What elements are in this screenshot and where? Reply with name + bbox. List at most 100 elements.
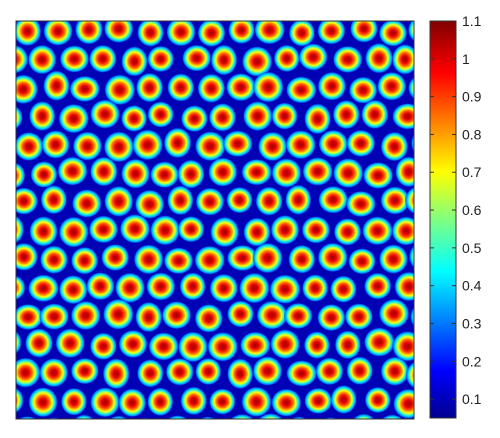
heatmap-spot: [269, 329, 301, 360]
heatmap-spot: [118, 388, 147, 418]
heatmap-spot: [39, 245, 69, 275]
heatmap-spot: [271, 158, 302, 188]
heatmap-spot: [252, 242, 283, 274]
heatmap-spot: [70, 246, 99, 275]
heatmap-spot: [348, 76, 378, 104]
heatmap-spot: [317, 21, 346, 45]
heatmap-spot: [149, 161, 180, 189]
heatmap-spot: [301, 274, 329, 303]
heatmap-spot: [360, 99, 389, 130]
colorbar-tick-label: 1.1: [462, 13, 482, 29]
heatmap-spot: [163, 127, 192, 159]
heatmap-spot: [58, 274, 88, 305]
heatmap-spot: [167, 73, 195, 102]
heatmap-spot: [344, 303, 374, 331]
heatmap-spot: [24, 328, 54, 358]
colorbar-tick-label: 0.4: [462, 278, 482, 294]
heatmap-spot: [39, 303, 70, 331]
heatmap-spot: [0, 72, 8, 101]
heatmap-spot: [362, 161, 394, 190]
heatmap-spot: [102, 298, 134, 330]
heatmap-spot: [163, 247, 194, 275]
colorbar-tick-label: 0.5: [462, 240, 482, 256]
heatmap-spot: [16, 357, 41, 388]
heatmap-spot: [194, 303, 224, 333]
heatmap-spot: [135, 301, 163, 333]
heatmap-spot: [407, 76, 414, 100]
heatmap-spot: [329, 275, 357, 304]
heatmap-spot: [194, 131, 226, 162]
heatmap-spot: [16, 44, 29, 74]
heatmap-spot: [177, 215, 205, 243]
heatmap-spot: [392, 330, 414, 362]
heatmap-spot: [195, 357, 222, 386]
heatmap-spot: [179, 272, 207, 301]
heatmap-spot: [16, 275, 26, 301]
heatmap-spot: [226, 244, 258, 272]
heatmap-spot: [86, 271, 115, 301]
heatmap-spot: [0, 245, 9, 272]
colorbar-tick-label: 0.6: [462, 202, 482, 218]
heatmap-spot: [165, 357, 194, 386]
heatmap-spot: [346, 356, 374, 386]
heatmap-spot: [380, 131, 409, 162]
heatmap-spot: [317, 303, 346, 332]
heatmap-spot: [405, 361, 414, 389]
colorbar-tick-label: 0.3: [462, 315, 482, 331]
heatmap-spot: [209, 216, 240, 248]
heatmap-spot: [74, 21, 104, 45]
heatmap-spot: [27, 274, 60, 303]
heatmap-spot: [330, 384, 358, 415]
heatmap-spot: [104, 74, 136, 106]
heatmap-spot: [241, 158, 273, 186]
heatmap-spot: [71, 189, 102, 218]
heatmap-spot: [16, 215, 25, 244]
heatmap-spot: [16, 131, 44, 162]
heatmap-spot: [378, 244, 409, 275]
heatmap-spot: [0, 359, 9, 386]
heatmap-spot: [60, 387, 88, 416]
heatmap-spot: [391, 43, 414, 75]
heatmap-spot: [298, 43, 329, 71]
heatmap-spot: [256, 300, 288, 330]
heatmap-spot: [318, 129, 349, 159]
colorbar-tick-label: 0.9: [462, 89, 482, 105]
heatmap-spot: [16, 387, 24, 414]
heatmap-spot: [30, 161, 58, 188]
heatmap-spot: [364, 42, 394, 74]
heatmap-spot: [27, 44, 57, 75]
heatmap-spot: [72, 131, 103, 161]
heatmap-spot: [254, 21, 286, 45]
heatmap-spot: [135, 72, 164, 103]
heatmap-spot: [270, 214, 300, 245]
colorbar: [429, 20, 457, 419]
heatmap-spot: [58, 216, 89, 248]
heatmap-spot: [376, 71, 407, 101]
heatmap-spot: [304, 103, 332, 135]
heatmap-spot: [394, 271, 414, 302]
heatmap-spot: [380, 186, 410, 215]
heatmap-spot: [166, 21, 196, 47]
heatmap-spot: [70, 357, 100, 385]
heatmap-spot: [285, 76, 317, 104]
heatmap-spot: [180, 105, 209, 133]
heatmap-spot: [333, 218, 362, 246]
heatmap-spot: [241, 386, 272, 418]
heatmap-spot: [304, 387, 333, 415]
heatmap-spot: [271, 388, 302, 417]
heatmap-spot: [177, 331, 208, 363]
heatmap-spot: [269, 274, 301, 305]
heatmap-spot: [381, 414, 404, 419]
heatmap-spot: [161, 300, 192, 330]
heatmap-frame: [15, 20, 415, 420]
heatmap-spot: [199, 416, 216, 419]
heatmap-spot: [352, 413, 375, 419]
heatmap-spot: [285, 184, 312, 216]
heatmap-spot: [89, 156, 118, 187]
heatmap-spot: [58, 103, 90, 134]
heatmap-spot: [252, 71, 284, 103]
heatmap-spot: [103, 131, 135, 163]
heatmap-spots: [0, 21, 414, 419]
heatmap-spot: [16, 187, 39, 215]
